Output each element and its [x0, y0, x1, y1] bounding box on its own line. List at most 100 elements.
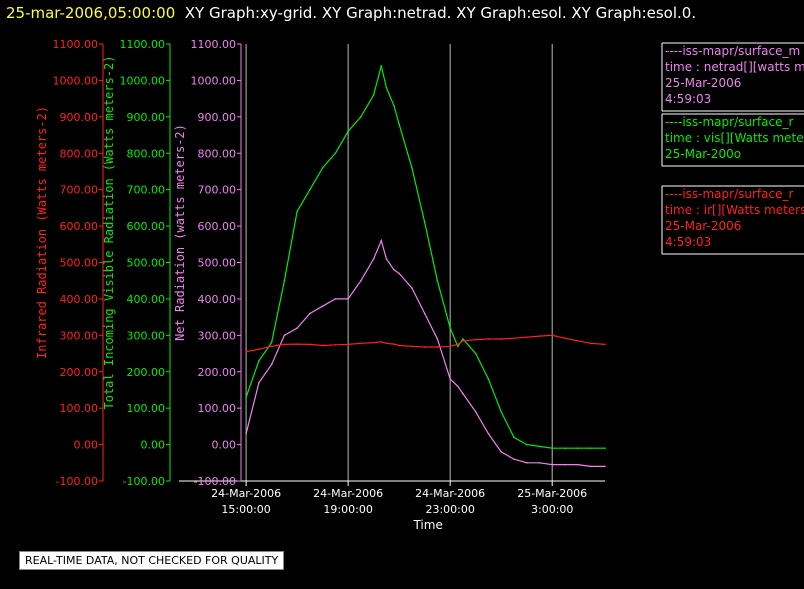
data-point-vis-22 — [487, 378, 490, 380]
header-date: 25-mar-2006,05:00:00 — [6, 4, 176, 22]
data-point-vis-23 — [500, 411, 502, 413]
x-tick-label-date-2: 24-Mar-2006 — [415, 487, 485, 500]
data-point-vis-25 — [525, 443, 528, 446]
vis-y-tick-label-9: 800.00 — [127, 147, 166, 160]
data-point-net-2 — [270, 363, 273, 366]
data-point-vis-3 — [283, 279, 286, 282]
vis-y-tick-label-10: 900.00 — [127, 111, 166, 124]
data-point-net-29 — [576, 463, 579, 466]
header-graph-titles: XY Graph:xy-grid. XY Graph:netrad. XY Gr… — [184, 4, 697, 22]
data-point-ir-14 — [398, 344, 400, 347]
data-point-ir-26 — [538, 335, 541, 337]
legend-net-line-0: ----iss-mapr/surface_m — [665, 44, 800, 58]
data-point-vis-14 — [398, 123, 400, 125]
data-point-ir-22 — [487, 338, 490, 340]
data-point-vis-20 — [462, 338, 464, 340]
data-point-ir-23 — [500, 338, 502, 340]
ir-y-tick-label-4: 300.00 — [60, 329, 99, 342]
data-point-vis-7 — [334, 152, 337, 155]
ir-y-tick-label-12: 1100.00 — [53, 38, 99, 51]
data-point-vis-9 — [360, 116, 362, 118]
data-point-ir-28 — [564, 337, 566, 340]
data-point-net-20 — [462, 392, 464, 395]
data-point-net-27 — [551, 463, 553, 466]
x-tick-label-date-3: 25-Mar-2006 — [517, 487, 587, 500]
data-point-ir-15 — [411, 345, 413, 348]
legend-ir-line-0: ----iss-mapr/surface_r — [665, 187, 793, 201]
vis-y-tick-label-12: 1100.00 — [120, 38, 166, 51]
data-point-vis-27 — [551, 447, 553, 450]
net-y-tick-label-4: 300.00 — [198, 329, 237, 342]
data-point-vis-28 — [564, 447, 566, 450]
net-y-tick-label-2: 100.00 — [198, 402, 237, 415]
ir-y-tick-label-8: 700.00 — [60, 184, 99, 197]
data-point-net-21 — [474, 411, 477, 413]
data-point-ir-8 — [347, 343, 349, 346]
legend-net-line-1: time : netrad[][watts me — [665, 60, 804, 74]
ir-y-tick-label-1: 0.00 — [74, 439, 99, 452]
data-point-vis-5 — [309, 188, 311, 191]
x-axis-title: Time — [412, 518, 442, 532]
legend-ir-line-3: 4:59:03 — [665, 235, 711, 249]
ir-y-tick-label-3: 200.00 — [60, 366, 99, 379]
data-point-vis-26 — [538, 445, 541, 448]
net-y-tick-label-1: 0.00 — [212, 439, 237, 452]
data-point-net-10 — [372, 258, 375, 260]
data-point-ir-27 — [551, 334, 553, 337]
ir-y-tick-label-2: 100.00 — [60, 402, 99, 415]
data-point-vis-15 — [411, 167, 413, 169]
data-point-net-14 — [398, 272, 400, 275]
net-y-tick-label-5: 400.00 — [198, 293, 237, 306]
data-point-net-26 — [538, 461, 541, 464]
data-point-vis-6 — [321, 167, 324, 169]
ir-y-tick-label-7: 600.00 — [60, 220, 99, 233]
series-line-vis — [245, 65, 605, 449]
data-point-ir-19 — [457, 343, 459, 346]
data-point-ir-20 — [462, 339, 464, 342]
data-point-vis-1 — [258, 360, 260, 362]
data-point-vis-30 — [589, 447, 592, 450]
vis-y-tick-label-5: 400.00 — [127, 293, 166, 306]
vis-y-axis-title: Total Incoming Visible Radiation (Watts … — [102, 55, 116, 409]
data-point-vis-21 — [474, 352, 477, 355]
data-point-vis-4 — [296, 210, 298, 213]
data-point-vis-16 — [423, 221, 426, 224]
data-point-net-17 — [436, 338, 439, 340]
x-tick-label-time-0: 15:00:00 — [221, 503, 270, 516]
net-y-tick-label-12: 1100.00 — [191, 38, 237, 51]
data-point-ir-25 — [525, 336, 528, 338]
data-point-net-5 — [309, 312, 311, 315]
data-point-net-25 — [525, 461, 528, 464]
data-point-net-31 — [604, 465, 606, 468]
vis-y-tick-label-3: 200.00 — [127, 366, 166, 379]
ir-y-tick-label-5: 400.00 — [60, 293, 99, 306]
legend-vis-line-2: 25-Mar-200o — [665, 147, 741, 161]
net-y-tick-label-6: 500.00 — [198, 257, 237, 270]
data-point-net-8 — [347, 298, 349, 300]
vis-y-tick-label-6: 500.00 — [127, 257, 166, 270]
data-point-ir-17 — [436, 346, 439, 348]
data-point-net-23 — [500, 451, 502, 453]
data-point-vis-0 — [245, 396, 247, 399]
data-point-net-13 — [393, 268, 395, 271]
ir-y-tick-label-11: 1000.00 — [53, 74, 99, 87]
data-point-ir-5 — [309, 343, 311, 346]
data-point-vis-12 — [385, 86, 388, 89]
series-line-ir — [245, 334, 606, 353]
quality-note: REAL-TIME DATA, NOT CHECKED FOR QUALITY — [19, 551, 285, 570]
vis-y-tick-label-4: 300.00 — [127, 329, 166, 342]
data-point-vis-11 — [380, 65, 383, 67]
data-point-ir-31 — [604, 343, 606, 346]
vis-y-tick-label-7: 600.00 — [127, 220, 166, 233]
data-point-net-12 — [385, 258, 388, 260]
data-point-ir-24 — [513, 337, 515, 340]
data-point-net-30 — [589, 465, 592, 468]
data-point-ir-7 — [334, 344, 337, 346]
vis-y-tick-label-11: 1000.00 — [120, 74, 166, 87]
data-point-net-1 — [258, 381, 260, 384]
data-point-vis-13 — [393, 105, 395, 107]
data-point-vis-31 — [604, 447, 606, 450]
vis-y-tick-label-1: 0.00 — [141, 439, 166, 452]
data-point-net-3 — [283, 334, 286, 337]
